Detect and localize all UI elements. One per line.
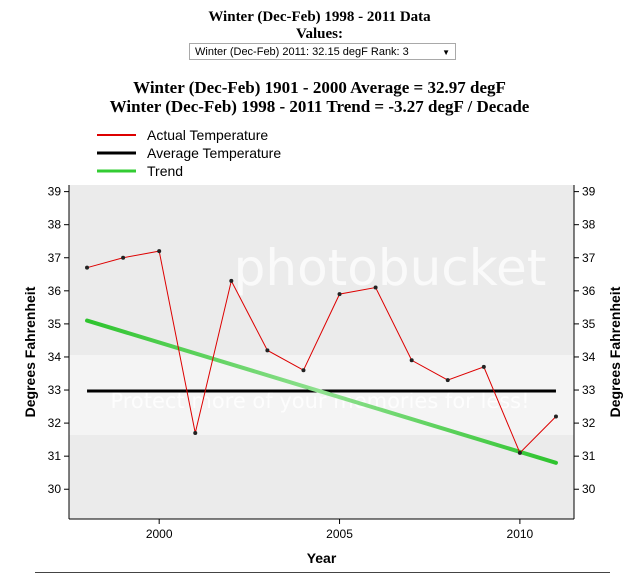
- data-point: [445, 378, 450, 383]
- axis-labels: Year Degrees Fahrenheit Degrees Fahrenheit: [22, 286, 623, 566]
- data-point: [157, 249, 162, 254]
- data-point: [121, 255, 126, 260]
- bottom-divider: [35, 572, 610, 573]
- legend-label: Trend: [147, 163, 183, 179]
- data-point: [373, 285, 378, 290]
- chart-area: Actual Temperature Average Temperature Tre…: [22, 127, 623, 566]
- data-point: [229, 278, 234, 283]
- data-point: [193, 431, 198, 436]
- y-axis-title-left: Degrees Fahrenheit: [22, 286, 38, 417]
- legend-label: Average Temperature: [147, 145, 281, 161]
- x-tick-label: 2010: [507, 527, 534, 541]
- y-tick-label-left: 30: [48, 482, 62, 496]
- axes: 30 30 31 31 32 32 33 33 34 34 35 35 36 36 37 37 38 38 39 39…: [48, 185, 596, 541]
- y-tick-label-left: 36: [48, 284, 62, 298]
- y-tick-label-left: 34: [48, 350, 62, 364]
- data-point: [553, 414, 558, 419]
- chart-title: Winter (Dec-Feb) 1998 - 2011 Data: [208, 9, 431, 25]
- y-tick-label-right: 38: [582, 218, 596, 232]
- y-tick-label-left: 33: [48, 383, 62, 397]
- legend: Actual Temperature Average Temperature Tre…: [97, 127, 281, 179]
- y-tick-label-right: 35: [582, 317, 596, 331]
- y-tick-label-right: 33: [582, 383, 596, 397]
- data-point: [265, 348, 270, 353]
- data-point: [481, 364, 486, 369]
- y-tick-label-right: 39: [582, 185, 596, 199]
- average-heading: Winter (Dec-Feb) 1901 - 2000 Average = 3…: [133, 78, 506, 97]
- plot-background: [69, 185, 574, 519]
- x-axis-title: Year: [307, 550, 337, 566]
- x-tick-label: 2005: [326, 527, 353, 541]
- y-tick-label-right: 30: [582, 482, 596, 496]
- watermark-logo-text: photobucket: [234, 239, 547, 297]
- data-point: [517, 450, 522, 455]
- y-tick-label-right: 37: [582, 251, 596, 265]
- y-tick-label-right: 31: [582, 449, 596, 463]
- y-tick-label-left: 31: [48, 449, 62, 463]
- data-point: [85, 265, 90, 270]
- trend-line: [85, 318, 558, 465]
- y-tick-label-left: 35: [48, 317, 62, 331]
- y-tick-label-right: 36: [582, 284, 596, 298]
- y-tick-label-right: 32: [582, 416, 596, 430]
- trend-heading: Winter (Dec-Feb) 1998 - 2011 Trend = -3.…: [109, 97, 530, 116]
- y-tick-label-left: 32: [48, 416, 62, 430]
- chevron-down-icon: ▼: [442, 48, 450, 57]
- x-tick-label: 2000: [146, 527, 173, 541]
- data-point: [301, 368, 306, 373]
- y-axis-title-right: Degrees Fahrenheit: [607, 286, 623, 417]
- values-select[interactable]: Winter (Dec-Feb) 2011: 32.15 degF Rank: …: [189, 43, 456, 60]
- y-tick-label-left: 37: [48, 251, 62, 265]
- legend-label: Actual Temperature: [147, 127, 268, 143]
- values-label: Values:: [296, 26, 343, 42]
- watermark-band: [69, 355, 574, 435]
- series-layer: [85, 249, 558, 465]
- data-point: [409, 358, 414, 363]
- actual-temperature-line: [86, 250, 557, 454]
- y-tick-label-right: 34: [582, 350, 596, 364]
- data-point: [337, 292, 342, 297]
- values-select-text: Winter (Dec-Feb) 2011: 32.15 degF Rank: …: [195, 46, 409, 58]
- y-tick-label-left: 39: [48, 185, 62, 199]
- y-tick-label-left: 38: [48, 218, 62, 232]
